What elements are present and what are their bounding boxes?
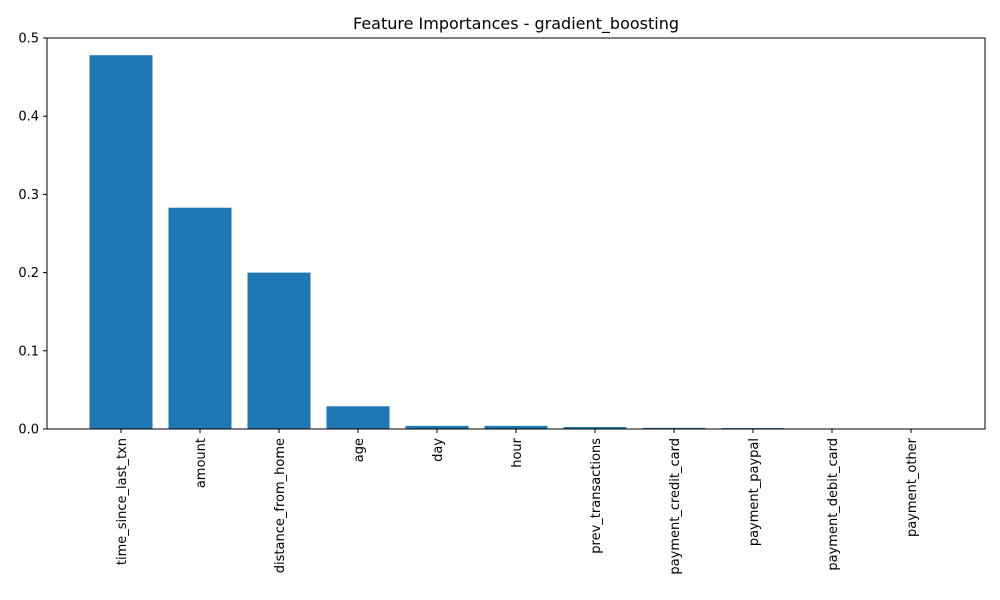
x-tick-label: prev_transactions [589, 438, 604, 554]
bar-distance-from-home [247, 272, 311, 429]
y-tick-label: 0.0 [18, 423, 39, 438]
bar-prev-transactions [563, 427, 627, 429]
y-tick-label: 0.3 [18, 188, 39, 203]
y-tick-label: 0.5 [18, 32, 39, 47]
x-tick-label: time_since_last_txn [115, 438, 130, 565]
x-tick-label: distance_from_home [273, 438, 288, 573]
x-axis: time_since_last_txn amount distance_from_h… [115, 429, 920, 575]
bar-age [326, 406, 390, 429]
x-tick-label: payment_paypal [747, 438, 762, 546]
bar-hour [484, 425, 548, 429]
bar-payment-credit-card [642, 427, 706, 429]
y-axis: 0.0 0.1 0.2 0.3 0.4 0.5 [18, 32, 47, 438]
x-tick-label: hour [510, 437, 525, 467]
x-tick-label: age [352, 438, 367, 462]
bar-time-since-last-txn [89, 55, 153, 429]
x-tick-label: payment_other [905, 437, 920, 537]
bar-day [405, 425, 469, 429]
x-tick-label: day [431, 438, 446, 462]
plot-frame [46, 37, 986, 430]
y-tick-label: 0.4 [18, 110, 39, 125]
chart-title: Feature Importances - gradient_boosting [353, 14, 679, 34]
x-tick-label: payment_credit_card [668, 438, 683, 575]
y-tick-label: 0.2 [18, 266, 39, 281]
bars-group [89, 55, 943, 429]
x-tick-label: amount [194, 438, 209, 488]
bar-amount [168, 207, 232, 429]
y-tick-label: 0.1 [18, 344, 39, 359]
x-tick-label: payment_debit_card [826, 438, 841, 571]
